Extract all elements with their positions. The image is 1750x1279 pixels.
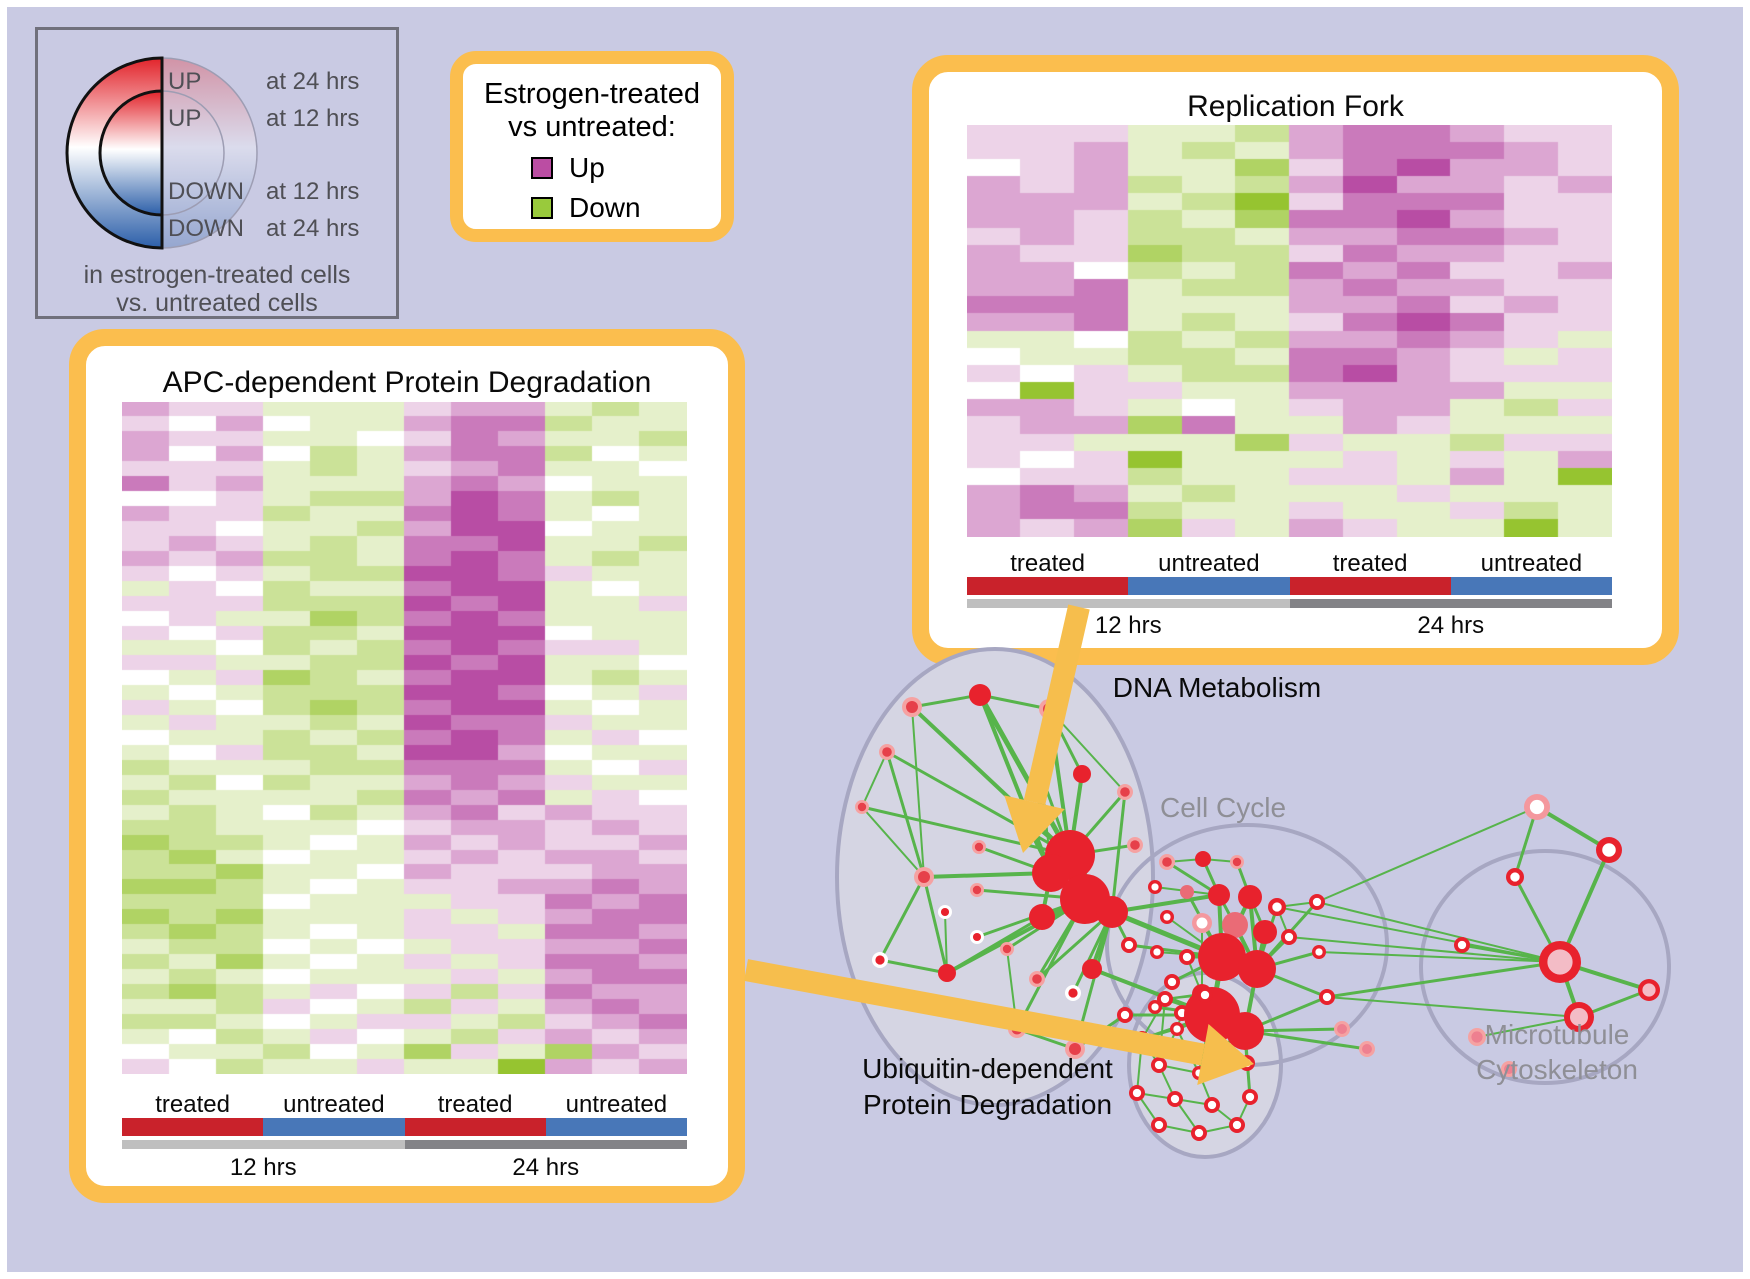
apc-time-labels: 12 hrs 24 hrs xyxy=(122,1154,687,1182)
apc-group-labels: treated untreated treated untreated xyxy=(122,1091,687,1119)
rf-label-12hrs: 12 hrs xyxy=(1094,612,1162,639)
ring-down-outer-label: DOWN xyxy=(168,215,244,242)
rf-group-treated-12: treated xyxy=(1010,550,1085,577)
ring-up-inner-time: at 12 hrs xyxy=(266,105,360,132)
ring-up-outer-label: UP xyxy=(168,68,202,95)
cell-cycle-label: Cell Cycle xyxy=(1159,792,1287,823)
ring-up-inner-label: UP xyxy=(168,105,202,132)
rf-bar-untreated-24 xyxy=(1450,577,1612,595)
comparison-legend-box: Estrogen-treated vs untreated: Up Down xyxy=(450,51,734,242)
rf-group-labels: treated untreated treated untreated xyxy=(967,550,1612,578)
legend-up-label: Up xyxy=(569,152,605,183)
apc-bar-treated-12 xyxy=(122,1118,264,1136)
apc-group-treated-12: treated xyxy=(155,1091,230,1118)
legend-item-down: Down xyxy=(463,192,721,224)
ubiquitin-label-line1: Ubiquitin-dependent xyxy=(862,1053,1113,1084)
replication-fork-panel: Replication Fork treated untreated treat… xyxy=(912,55,1679,665)
apc-panel-title: APC-dependent Protein Degradation xyxy=(162,366,652,399)
apc-bar-treated-24 xyxy=(404,1118,546,1136)
rf-bar-untreated-12 xyxy=(1128,577,1290,595)
apc-time-bars xyxy=(122,1140,687,1149)
rf-bar-24hrs xyxy=(1289,599,1612,608)
rf-heatmap xyxy=(967,125,1612,537)
apc-group-treated-24: treated xyxy=(437,1091,513,1118)
rf-label-24hrs: 24 hrs xyxy=(1417,612,1485,639)
ring-caption-line2: vs. untreated cells xyxy=(116,289,318,317)
rf-time-labels: 12 hrs 24 hrs xyxy=(967,612,1612,640)
apc-heatmap xyxy=(122,402,687,1074)
updown-rings-icon xyxy=(65,56,258,250)
apc-label-24hrs: 24 hrs xyxy=(512,1154,580,1181)
comparison-legend-title-line2: vs untreated: xyxy=(508,111,676,143)
apc-group-untreated-12: untreated xyxy=(283,1091,385,1118)
ring-legend-box: UP at 24 hrs UP at 12 hrs DOWN at 12 hrs… xyxy=(35,27,399,319)
rf-bar-treated-24 xyxy=(1289,577,1451,595)
down-color-swatch-icon xyxy=(531,197,553,219)
rf-bar-12hrs xyxy=(967,599,1290,608)
apc-label-12hrs: 12 hrs xyxy=(229,1154,297,1181)
microtubule-label-line1: Microtubule xyxy=(1484,1019,1630,1050)
ring-caption-line1: in estrogen-treated cells xyxy=(83,261,351,289)
rf-group-treated-24: treated xyxy=(1332,550,1408,577)
apc-condition-bars xyxy=(122,1118,687,1136)
legend-down-label: Down xyxy=(569,192,641,223)
comparison-legend-title-line1: Estrogen-treated xyxy=(483,78,700,110)
apc-bar-untreated-24 xyxy=(545,1118,687,1136)
rf-group-untreated-12: untreated xyxy=(1158,550,1260,577)
rf-group-untreated-24: untreated xyxy=(1480,550,1583,577)
apc-bar-24hrs xyxy=(404,1140,687,1149)
up-color-swatch-icon xyxy=(531,157,553,179)
rf-bar-treated-12 xyxy=(967,577,1129,595)
apc-panel: APC-dependent Protein Degradation treate… xyxy=(69,329,745,1203)
rf-time-bars xyxy=(967,599,1612,608)
dna-metabolism-label: DNA Metabolism xyxy=(1112,672,1322,703)
rf-condition-bars xyxy=(967,577,1612,595)
ring-down-outer-time: at 24 hrs xyxy=(266,215,360,242)
legend-item-up: Up xyxy=(463,152,721,184)
apc-bar-12hrs xyxy=(122,1140,405,1149)
apc-group-untreated-24: untreated xyxy=(565,1091,668,1118)
ring-down-inner-label: DOWN xyxy=(168,178,244,205)
ring-down-inner-time: at 12 hrs xyxy=(266,178,360,205)
apc-bar-untreated-12 xyxy=(263,1118,405,1136)
microtubule-label-line2: Cytoskeleton xyxy=(1476,1054,1638,1085)
rf-panel-title: Replication Fork xyxy=(1187,90,1404,123)
ring-up-outer-time: at 24 hrs xyxy=(266,68,360,95)
ubiquitin-label-line2: Protein Degradation xyxy=(862,1089,1113,1120)
